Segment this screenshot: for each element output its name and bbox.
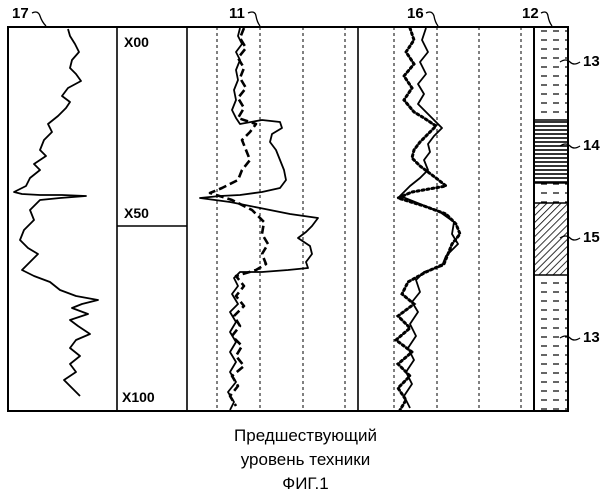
ref-14: 14 (583, 137, 600, 154)
figure-number: ФИГ.1 (282, 474, 329, 493)
ref-12: 12 (522, 5, 539, 22)
lithology-frame (533, 26, 569, 412)
ref-13-top: 13 (583, 53, 600, 70)
ref-17: 17 (12, 5, 29, 22)
leader-17 (31, 11, 47, 27)
lithology-layer-13-bottom (534, 275, 568, 411)
leader-13-bottom (559, 335, 581, 341)
lithology-layer-14 (534, 120, 568, 183)
gamma-curve (13, 28, 99, 397)
caption-line-2: уровень техники (240, 450, 371, 469)
leader-11 (247, 11, 261, 27)
lithology-layer-thin (534, 183, 568, 203)
caption-line-1: Предшествующий (234, 426, 377, 445)
lithology-layer-15 (534, 203, 568, 275)
resistivity-dashed-curve (208, 27, 270, 407)
ref-13-bottom: 13 (583, 329, 600, 346)
ref-15: 15 (583, 229, 600, 246)
leader-14 (559, 143, 581, 149)
depth-label-x00: X00 (124, 34, 149, 50)
log-frame (7, 26, 535, 412)
leader-12 (540, 11, 553, 27)
ref-11: 11 (229, 5, 245, 22)
leader-15 (559, 235, 581, 241)
leader-16 (425, 11, 439, 27)
resistivity-solid-curve (199, 27, 319, 411)
leader-13-top (559, 59, 581, 65)
ref-16: 16 (407, 5, 424, 22)
lithology-column (533, 26, 569, 412)
lithology-layer-13-top (534, 27, 568, 120)
depth-label-x50: X50 (124, 205, 149, 221)
depth-label-x100: X100 (122, 389, 155, 405)
porosity-dotted-curve (393, 26, 462, 412)
